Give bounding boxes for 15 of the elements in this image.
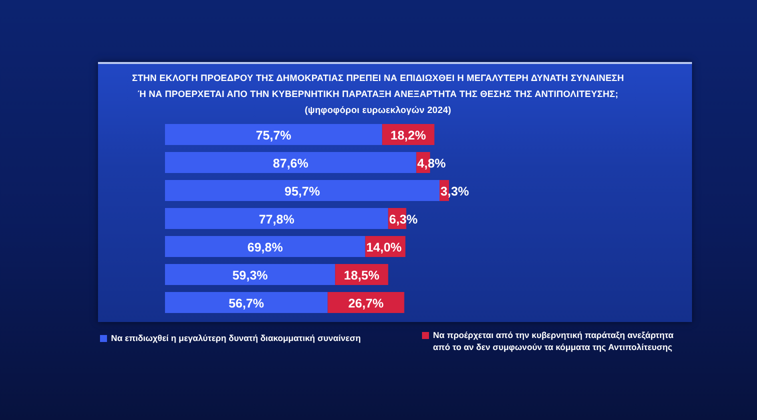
- data-label: 75,7%: [256, 128, 292, 142]
- data-label: 69,8%: [247, 240, 283, 254]
- data-label: 18,2%: [390, 128, 426, 142]
- chart-subtitle: (ψηφοφόροι ευρωεκλογών 2024): [304, 105, 452, 115]
- data-label: 95,7%: [284, 184, 320, 198]
- legend-label: Να προέρχεται από την κυβερνητική παράταξη ανεξάρτητα από το αν δεν συμφωνούν τα κόμματα της Αντιπολίτευσης: [433, 329, 675, 353]
- legend-label: Να επιδιωχθεί η μεγαλύτερη δυνατή διακομματική συναίνεση: [111, 332, 361, 344]
- data-label: 77,8%: [258, 212, 294, 226]
- data-label: 18,5%: [344, 268, 380, 282]
- data-label: 87,6%: [272, 156, 308, 170]
- data-label: 56,7%: [228, 296, 264, 310]
- data-label: 59,3%: [232, 268, 268, 282]
- chart-title: ΣΤΗΝ ΕΚΛΟΓΗ ΠΡΟΕΔΡΟΥ ΤΗΣ ΔΗΜΟΚΡΑΤΙΑΣ ΠΡΕΠΕΙ ΝΑ ΕΠΙΔΙΩΧΘΕΙ Η ΜΕΓΑΛΥΤΕΡΗ ΔΥΝΑΤΗ ΣΥΝΑΙΝΕΣΗ Ή ΝΑ ΠΡΟΕΡΧΕΤΑΙ ΑΠΟ ΤΗΝ ΚΥΒΕΡΝΗΤΙΚΗ ΠΑΡΑΤΑΞΗ ΑΝΕΞΑΡΤΗΤΑ ΤΗΣ ΘΕΣΗΣ ΤΗΣ ΑΝΤΙΠΟΛΙΤΕΥΣΗΣ;: [132, 73, 624, 99]
- data-label: 26,7%: [348, 296, 384, 310]
- data-label: 14,0%: [366, 240, 402, 254]
